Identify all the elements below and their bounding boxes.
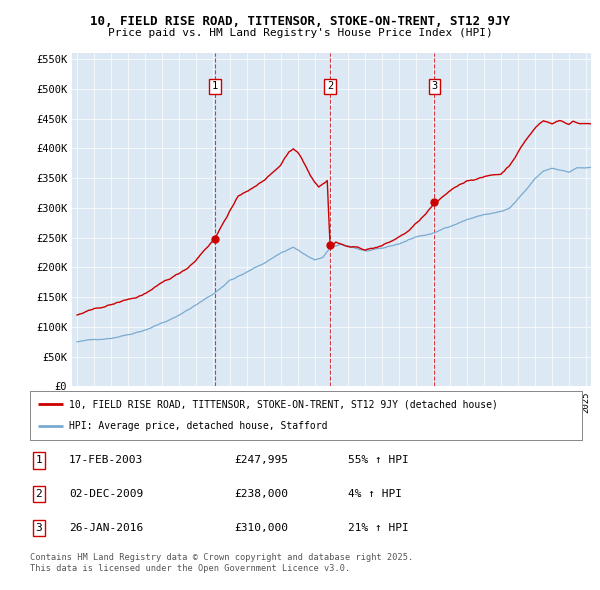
Text: 4% ↑ HPI: 4% ↑ HPI <box>348 489 402 499</box>
Text: Price paid vs. HM Land Registry's House Price Index (HPI): Price paid vs. HM Land Registry's House … <box>107 28 493 38</box>
Text: 02-DEC-2009: 02-DEC-2009 <box>69 489 143 499</box>
Text: 1: 1 <box>212 81 218 91</box>
Text: 2: 2 <box>35 489 43 499</box>
Text: 10, FIELD RISE ROAD, TITTENSOR, STOKE-ON-TRENT, ST12 9JY: 10, FIELD RISE ROAD, TITTENSOR, STOKE-ON… <box>90 15 510 28</box>
Text: 1: 1 <box>35 455 43 466</box>
Text: 3: 3 <box>431 81 437 91</box>
Text: 26-JAN-2016: 26-JAN-2016 <box>69 523 143 533</box>
Text: 3: 3 <box>35 523 43 533</box>
Text: 55% ↑ HPI: 55% ↑ HPI <box>348 455 409 466</box>
Text: 2: 2 <box>327 81 333 91</box>
Text: £238,000: £238,000 <box>234 489 288 499</box>
Text: £247,995: £247,995 <box>234 455 288 466</box>
Text: £310,000: £310,000 <box>234 523 288 533</box>
Text: 21% ↑ HPI: 21% ↑ HPI <box>348 523 409 533</box>
Text: 10, FIELD RISE ROAD, TITTENSOR, STOKE-ON-TRENT, ST12 9JY (detached house): 10, FIELD RISE ROAD, TITTENSOR, STOKE-ON… <box>68 399 497 409</box>
Text: HPI: Average price, detached house, Stafford: HPI: Average price, detached house, Staf… <box>68 421 327 431</box>
Text: Contains HM Land Registry data © Crown copyright and database right 2025.
This d: Contains HM Land Registry data © Crown c… <box>30 553 413 573</box>
Text: 17-FEB-2003: 17-FEB-2003 <box>69 455 143 466</box>
